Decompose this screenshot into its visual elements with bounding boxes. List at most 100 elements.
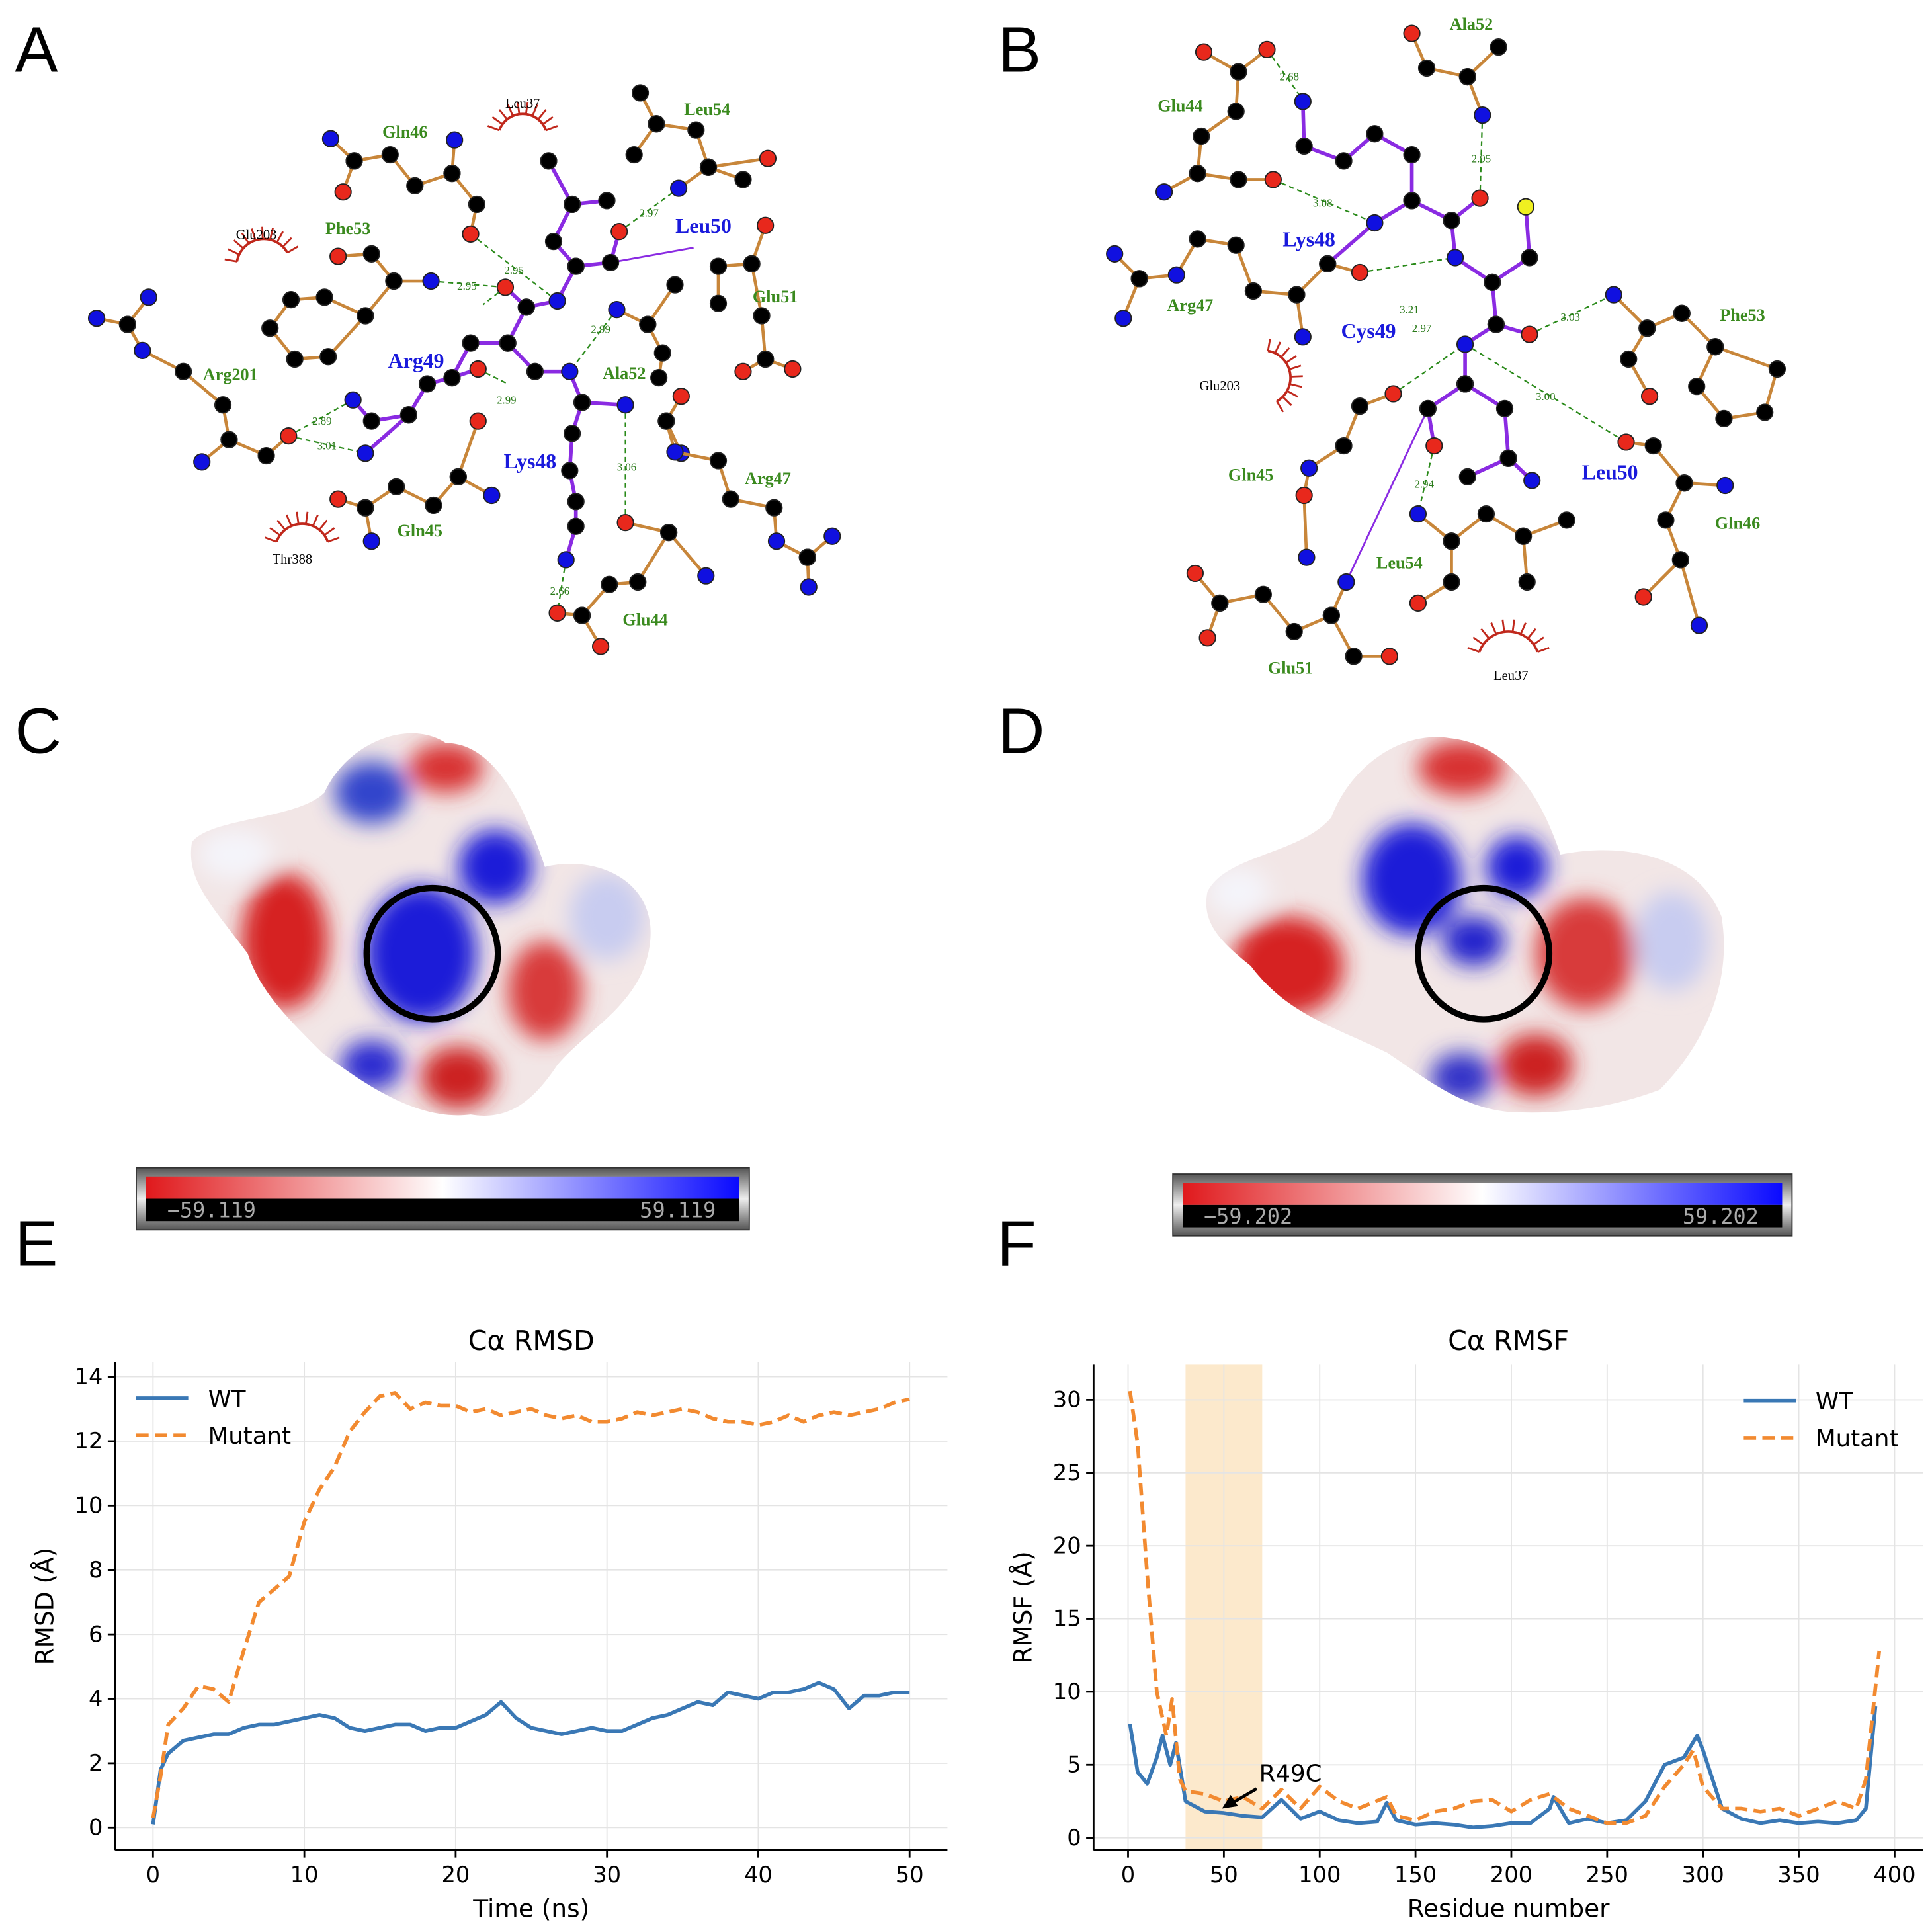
atom	[759, 149, 777, 167]
x-tick-label: 10	[290, 1862, 319, 1888]
distance-label: 3.21	[1400, 304, 1419, 316]
atom	[1300, 459, 1318, 477]
distance-label: 3.08	[1313, 197, 1332, 210]
atom	[666, 276, 684, 294]
atom	[1106, 245, 1124, 263]
atom	[709, 452, 728, 470]
atom	[660, 524, 678, 542]
atom	[757, 216, 775, 234]
atom	[616, 396, 634, 414]
atom	[1417, 59, 1436, 77]
atom	[1673, 304, 1691, 322]
atom	[561, 462, 579, 480]
atom	[1484, 273, 1501, 292]
atom	[1474, 106, 1491, 124]
atom	[1227, 236, 1245, 254]
bond	[1679, 559, 1701, 626]
atom	[573, 606, 591, 624]
atom	[602, 253, 620, 272]
bond	[1329, 614, 1390, 658]
atom	[469, 412, 487, 430]
labels-a: A Gln46 Leu37 Leu54 Glu203 Phe53 Leu50 G…	[15, 14, 798, 630]
hydrophobic-spoke	[1511, 619, 1515, 632]
y-tick-label: 0	[89, 1815, 103, 1841]
legend-label: Mutant	[208, 1423, 291, 1450]
atom	[561, 362, 579, 380]
hydrophobic-spoke	[537, 109, 547, 120]
distance-label: 2.95	[504, 264, 523, 276]
atom	[118, 315, 136, 333]
chart-title: Cα RMSD	[468, 1325, 595, 1357]
bond	[665, 420, 808, 559]
atom	[321, 130, 340, 147]
atom	[1298, 548, 1316, 566]
atom	[1189, 230, 1206, 248]
x-tick-label: 400	[1873, 1862, 1915, 1888]
bond	[750, 263, 794, 371]
atom	[1640, 388, 1659, 405]
x-tick-label: 50	[896, 1862, 924, 1888]
colorbar-min: −59.119	[167, 1198, 256, 1223]
residue-label: Glu51	[753, 287, 798, 306]
atom	[1384, 385, 1402, 403]
atom	[784, 360, 802, 378]
surface-d: D −59.202 59.202	[998, 694, 1793, 1237]
hydrophobic-spoke	[269, 227, 274, 240]
atom	[385, 272, 403, 290]
atom	[406, 177, 424, 194]
residue-label: Glu203	[1199, 379, 1240, 394]
hydrophobic-spoke	[1490, 622, 1497, 635]
labels-b: B Ala52 Glu44 Lys48 Arg47 Cys49 Phe53 Gl…	[998, 14, 1765, 683]
atom	[443, 368, 461, 387]
residue-label: Lys48	[504, 450, 557, 473]
atom	[462, 225, 480, 243]
x-tick-label: 0	[1121, 1862, 1135, 1888]
bond	[1464, 382, 1534, 482]
distance-label: 2.94	[1415, 478, 1435, 491]
x-tick-label: 30	[593, 1862, 621, 1888]
distance-label: 3.00	[1536, 390, 1555, 403]
x-tick-label: 0	[146, 1862, 160, 1888]
distance-label: 2.95	[1472, 152, 1491, 165]
atom	[1230, 63, 1247, 81]
atom	[1409, 505, 1427, 523]
bond	[1410, 32, 1500, 79]
hydrophobic-spoke	[276, 231, 284, 243]
panel-label: B	[998, 14, 1041, 86]
atom	[1517, 198, 1534, 216]
hydrogen-bond	[1359, 257, 1456, 274]
atom	[563, 425, 581, 442]
atom	[1337, 573, 1355, 591]
colorbar-min: −59.202	[1204, 1204, 1292, 1229]
atom	[214, 396, 232, 414]
x-tick-label: 40	[744, 1862, 773, 1888]
colorbar-max: 59.202	[1683, 1204, 1759, 1229]
hydrophobic-arc	[498, 112, 548, 131]
atom	[1644, 437, 1662, 455]
atom	[1605, 286, 1622, 304]
distance-label: 3.06	[617, 461, 636, 474]
bond	[656, 122, 710, 190]
bond	[1626, 440, 1726, 487]
y-tick-label: 15	[1053, 1606, 1081, 1632]
atom	[280, 427, 298, 445]
atom	[567, 257, 585, 275]
hydrogen-bond	[288, 399, 354, 437]
atom	[1617, 433, 1635, 451]
atom	[757, 350, 775, 368]
data-line	[1128, 1390, 1882, 1825]
hydrophobic-spoke	[1537, 647, 1550, 653]
atom	[140, 288, 157, 306]
surface-c: C −59.119 59.119	[15, 694, 750, 1231]
bond	[338, 252, 431, 283]
bond	[1302, 392, 1394, 558]
atom	[1345, 648, 1363, 665]
residue-label: Thr388	[273, 552, 313, 567]
atom	[1458, 468, 1476, 485]
atom	[362, 532, 380, 550]
atom	[601, 575, 618, 593]
bond	[1139, 237, 1305, 337]
atom	[608, 300, 626, 319]
atom	[1756, 403, 1774, 421]
atom	[1471, 189, 1489, 207]
